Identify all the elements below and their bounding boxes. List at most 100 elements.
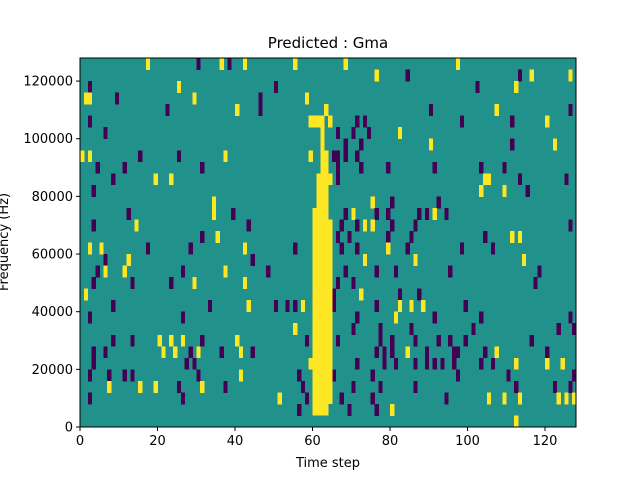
x-axis-label: Time step	[295, 456, 360, 471]
heatmap-cell	[87, 311, 93, 324]
heatmap-cell	[235, 334, 240, 347]
heatmap-cell	[463, 300, 468, 313]
heatmap-cell	[386, 161, 391, 174]
x-tick-label: 100	[455, 434, 480, 449]
heatmap-cell	[223, 265, 228, 278]
heatmap-cell	[273, 300, 279, 313]
heatmap-cell	[483, 230, 488, 243]
heatmap-cell	[355, 150, 360, 163]
heatmap-cell	[409, 300, 414, 313]
heatmap-cell	[514, 415, 519, 428]
heatmap-cell	[374, 403, 379, 416]
heatmap-cell	[331, 369, 337, 382]
heatmap-cell	[180, 334, 186, 347]
heatmap-cell	[188, 242, 193, 255]
heatmap-cell	[436, 196, 441, 209]
heatmap-cell	[285, 300, 290, 313]
heatmap-cell	[331, 150, 337, 163]
heatmap-cell	[126, 254, 131, 266]
heatmap-cell	[490, 242, 496, 255]
heatmap-cell	[556, 323, 561, 336]
heatmap-cell	[502, 161, 507, 174]
heatmap-cell	[200, 380, 205, 393]
heatmap-cell	[293, 323, 298, 336]
y-axis: 0 20000 40000 60000 80000 100000 120000	[23, 75, 80, 436]
heatmap-cell	[428, 138, 434, 151]
heatmap-cell	[312, 115, 317, 128]
heatmap-cell	[351, 380, 356, 393]
heatmap-cell	[176, 81, 182, 93]
heatmap-cell	[397, 288, 403, 301]
heatmap-cell	[308, 115, 313, 128]
heatmap-cell	[475, 81, 480, 93]
heatmap-cell	[103, 265, 108, 278]
heatmap-cell	[413, 380, 418, 393]
heatmap-cell	[490, 357, 496, 370]
heatmap-cell	[510, 230, 515, 243]
heatmap-cell	[494, 346, 499, 359]
heatmap-cell	[556, 392, 561, 405]
heatmap-cell	[517, 230, 523, 243]
heatmap-cell	[510, 115, 515, 128]
heatmap-cell	[122, 369, 127, 382]
heatmap-cell	[374, 265, 379, 278]
heatmap-cell	[355, 219, 360, 232]
heatmap-cell	[545, 346, 550, 359]
heatmap-cell	[339, 242, 344, 255]
heatmap-cell	[359, 138, 364, 151]
y-axis-label: Frequency (Hz)	[0, 193, 12, 291]
heatmap-cell	[572, 369, 577, 382]
heatmap-band-column	[328, 219, 333, 404]
heatmap-cell	[486, 173, 492, 186]
heatmap-cell	[192, 277, 197, 290]
heatmap-cell	[448, 334, 453, 347]
heatmap-cell	[328, 115, 333, 128]
heatmap-cell	[440, 357, 445, 370]
heatmap-cell	[138, 150, 143, 163]
heatmap-cell	[335, 173, 341, 186]
heatmap-cell	[479, 184, 484, 197]
heatmap-cell	[231, 207, 236, 220]
heatmap-cell	[103, 127, 108, 140]
heatmap-cell	[374, 346, 379, 359]
heatmap-cell	[200, 334, 205, 347]
heatmap-cell	[393, 357, 399, 370]
heatmap-cell	[479, 357, 484, 370]
heatmap-cell	[83, 92, 89, 105]
heatmap-cell	[568, 311, 573, 324]
heatmap-cell	[192, 92, 197, 105]
heatmap-band-column	[312, 207, 317, 416]
heatmap-cell	[122, 265, 127, 278]
heatmap-cell	[405, 242, 410, 255]
heatmap-cell	[370, 392, 375, 405]
heatmap-cell	[537, 265, 542, 278]
heatmap-cell	[494, 104, 499, 117]
heatmap-cell	[242, 58, 248, 70]
heatmap-cell	[211, 196, 217, 209]
heatmap-cell	[347, 403, 352, 416]
heatmap-cell	[91, 277, 96, 290]
heatmap-cell	[390, 219, 395, 232]
heatmap-cell	[568, 380, 573, 393]
heatmap-cell	[424, 346, 430, 359]
heatmap-cell	[343, 58, 348, 70]
heatmap-cell	[564, 173, 569, 186]
heatmap-cell	[304, 334, 310, 347]
heatmap-band-column	[316, 173, 321, 416]
heatmap-cell	[370, 369, 375, 382]
heatmap-cell	[238, 369, 244, 382]
heatmap-cell	[521, 254, 527, 266]
heatmap-cell	[130, 334, 135, 347]
heatmap-cell	[196, 369, 201, 382]
heatmap-cell	[351, 207, 356, 220]
heatmap-cell	[297, 403, 302, 416]
heatmap-cell	[343, 138, 348, 151]
heatmap-cell	[238, 346, 244, 359]
heatmap-cell	[386, 242, 391, 255]
heatmap-cell	[180, 311, 186, 324]
heatmap-band-column	[324, 150, 329, 416]
x-axis: 0 20 40 60 80 100 120	[76, 427, 557, 449]
heatmap-cell	[463, 334, 468, 347]
heatmap-cell	[436, 334, 441, 347]
